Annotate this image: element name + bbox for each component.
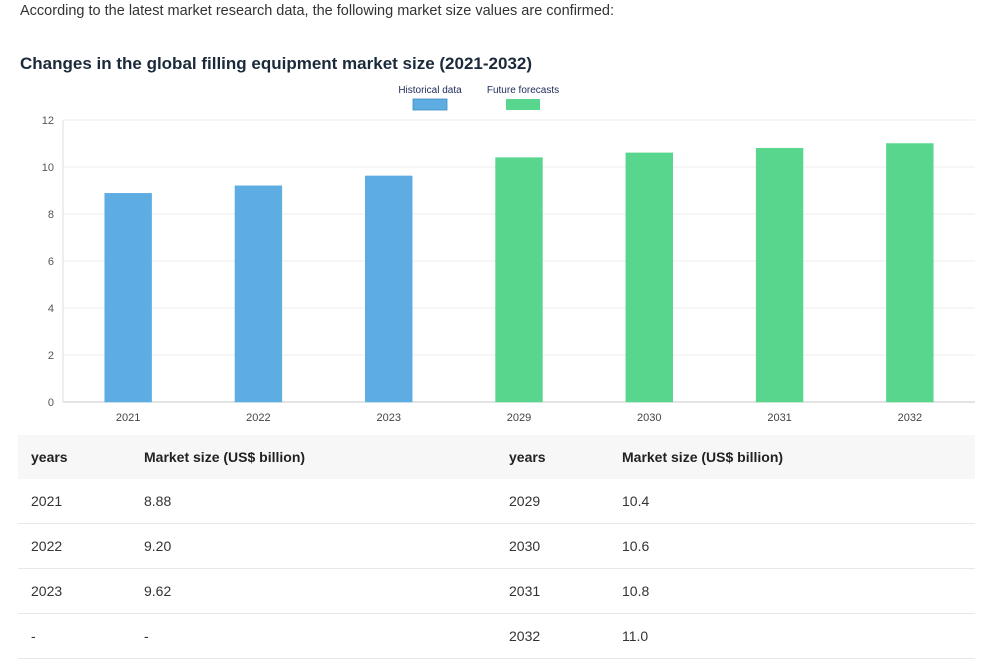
table-cell: 10.6: [609, 523, 975, 569]
y-tick-label: 10: [42, 162, 54, 174]
y-tick-label: 6: [48, 256, 54, 268]
table-row: - - 2032 11.0: [18, 613, 975, 659]
bar: [104, 193, 152, 403]
table-cell: 2032: [496, 613, 609, 659]
table-cell: 2029: [496, 479, 609, 524]
market-size-table: years Market size (US$ billion) years Ma…: [18, 435, 975, 659]
table-cell: 8.88: [131, 479, 496, 524]
header-market-size: Market size (US$ billion): [131, 435, 496, 479]
table-cell: 2023: [18, 568, 131, 614]
y-tick-label: 12: [42, 115, 54, 127]
x-tick-label: 2030: [637, 412, 661, 424]
bar: [625, 152, 673, 403]
x-tick-label: 2029: [507, 412, 531, 424]
table-cell: 2031: [496, 568, 609, 614]
table-header-row: years Market size (US$ billion) years Ma…: [18, 435, 975, 479]
y-tick-label: 0: [48, 397, 54, 409]
table-row: 2021 8.88 2029 10.4: [18, 479, 975, 524]
x-tick-label: 2021: [116, 412, 140, 424]
bar: [495, 157, 543, 403]
chart-title: Changes in the global filling equipment …: [20, 54, 533, 73]
table-row: 2023 9.62 2031 10.8: [18, 568, 975, 614]
bar: [755, 147, 804, 403]
table-cell: 10.8: [609, 568, 975, 614]
legend-swatch: [506, 99, 540, 110]
bar-chart: 0 2 4 6 8 10 12 2021 2022 2023 2029 2030 2031 2032 His…: [42, 85, 975, 424]
table-cell: 10.4: [609, 479, 975, 524]
x-tick-label: 2032: [898, 412, 922, 424]
table-cell: 2030: [496, 523, 609, 569]
table-cell: 9.62: [131, 568, 496, 614]
legend-label: Future forecasts: [487, 85, 559, 96]
table-cell: 2021: [18, 479, 131, 524]
table-cell: -: [18, 613, 131, 659]
legend-swatch: [412, 98, 448, 111]
bar: [886, 143, 934, 403]
x-tick-label: 2031: [767, 412, 791, 424]
table-row: 2022 9.20 2030 10.6: [18, 523, 975, 569]
y-tick-label: 4: [48, 303, 54, 315]
table-cell: 11.0: [609, 613, 975, 659]
x-tick-label: 2023: [376, 412, 400, 424]
header-market-size: Market size (US$ billion): [609, 435, 975, 479]
table-cell: 9.20: [131, 523, 496, 569]
header-years: years: [496, 435, 609, 479]
table-cell: -: [131, 613, 496, 659]
x-tick-label: 2022: [246, 412, 270, 424]
bar: [234, 185, 283, 403]
header-years: years: [18, 435, 131, 479]
bar: [365, 175, 413, 403]
y-tick-label: 2: [48, 350, 54, 362]
legend-label: Historical data: [398, 85, 462, 96]
table-cell: 2022: [18, 523, 131, 569]
intro-text: According to the latest market research …: [20, 3, 614, 19]
y-tick-label: 8: [48, 209, 54, 221]
